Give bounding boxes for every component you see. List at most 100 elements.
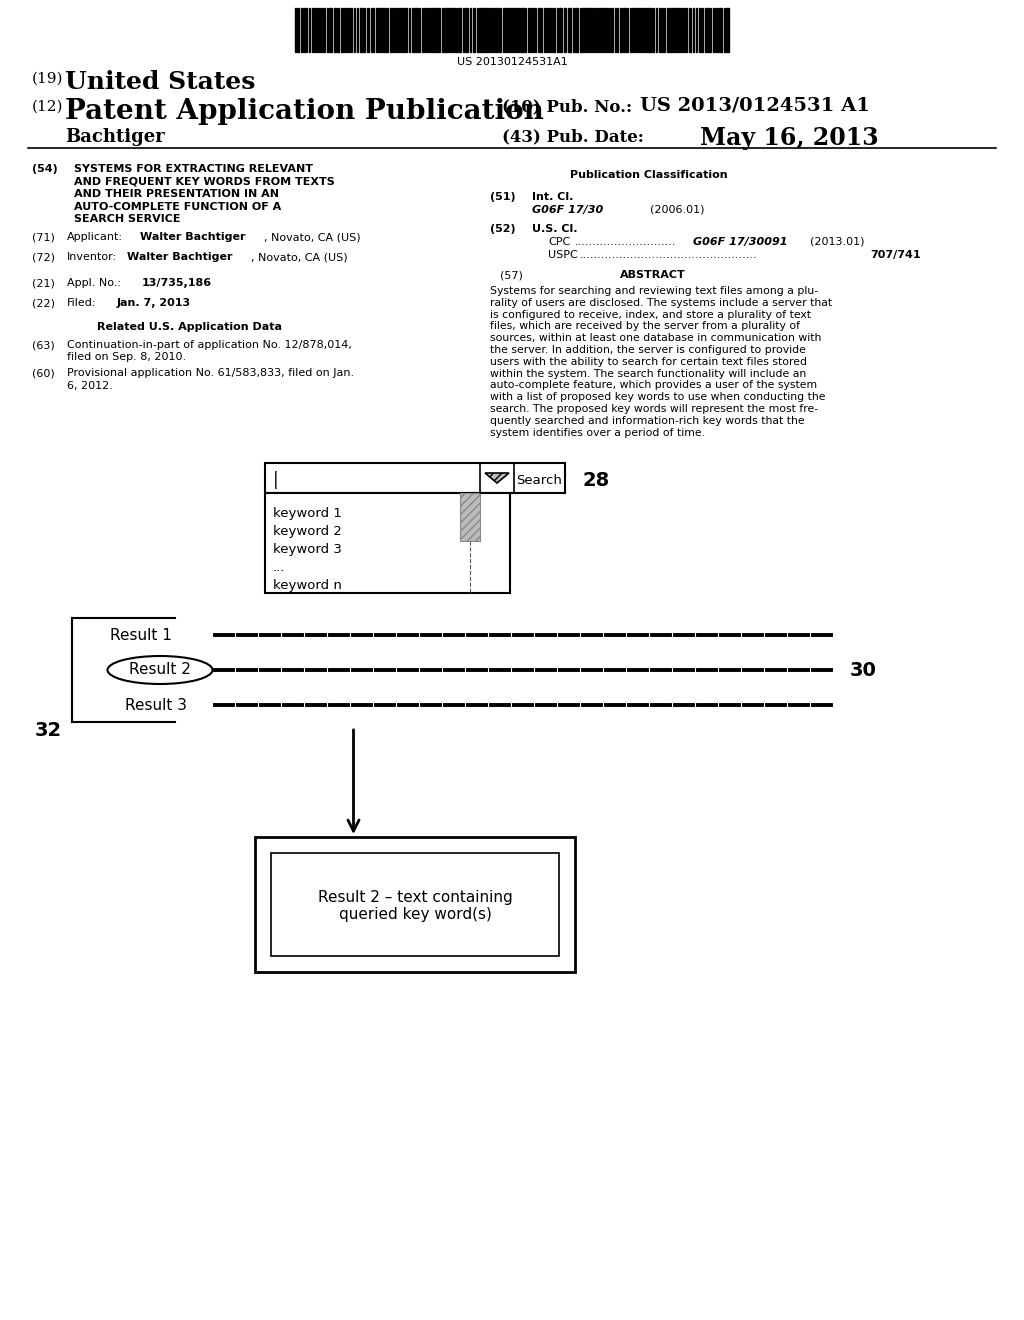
Bar [620, 8, 622, 51]
Text: (22): (22) [32, 298, 55, 308]
Text: (57): (57) [500, 271, 523, 280]
Bar [662, 8, 663, 51]
Text: ............................: ............................ [575, 238, 677, 247]
Text: sources, within at least one database in communication with: sources, within at least one database in… [490, 333, 821, 343]
Text: Walter Bachtiger: Walter Bachtiger [140, 232, 246, 242]
Bar [637, 8, 639, 51]
Bar [580, 8, 582, 51]
Text: Continuation-in-part of application No. 12/878,014,: Continuation-in-part of application No. … [67, 341, 352, 350]
Text: AUTO-COMPLETE FUNCTION OF A: AUTO-COMPLETE FUNCTION OF A [74, 202, 282, 211]
Text: United States: United States [65, 70, 255, 94]
Bar [465, 8, 468, 51]
Bar [568, 8, 571, 51]
Bar [415, 8, 418, 51]
Text: (2013.01): (2013.01) [810, 238, 864, 247]
Bar [492, 8, 494, 51]
Text: quently searched and information-rich key words that the: quently searched and information-rich ke… [490, 416, 805, 426]
Bar [424, 8, 426, 51]
Text: (2006.01): (2006.01) [650, 205, 705, 214]
Bar [588, 8, 591, 51]
Text: 13/735,186: 13/735,186 [142, 279, 212, 288]
Text: SYSTEMS FOR EXTRACTING RELEVANT: SYSTEMS FOR EXTRACTING RELEVANT [74, 164, 313, 174]
Bar [521, 8, 524, 51]
Text: May 16, 2013: May 16, 2013 [700, 125, 879, 150]
Bar [329, 8, 332, 51]
Bar [634, 8, 636, 51]
Text: auto-complete feature, which provides a user of the system: auto-complete feature, which provides a … [490, 380, 817, 391]
Bar [480, 8, 483, 51]
Bar [346, 8, 348, 51]
Bar [337, 8, 339, 51]
Text: Provisional application No. 61/583,833, filed on Jan.: Provisional application No. 61/583,833, … [67, 368, 354, 378]
Bar [395, 8, 397, 51]
Bar [564, 8, 566, 51]
Text: (52): (52) [490, 224, 516, 234]
Bar [667, 8, 669, 51]
Text: (19): (19) [32, 73, 63, 86]
Bar [316, 8, 318, 51]
Bar [458, 8, 461, 51]
Text: Search: Search [516, 474, 562, 487]
Text: CPC: CPC [548, 238, 570, 247]
Text: 32: 32 [35, 721, 62, 739]
Text: , Novato, CA (US): , Novato, CA (US) [251, 252, 347, 261]
Text: (72): (72) [32, 252, 55, 261]
Text: Related U.S. Application Data: Related U.S. Application Data [97, 322, 282, 333]
Text: 6, 2012.: 6, 2012. [67, 380, 113, 391]
Text: AND THEIR PRESENTATION IN AN: AND THEIR PRESENTATION IN AN [74, 189, 279, 199]
Bar [390, 8, 392, 51]
Bar [255, 837, 575, 972]
Bar [376, 8, 379, 51]
Text: keyword 1: keyword 1 [273, 507, 342, 520]
Bar [451, 8, 453, 51]
Bar [701, 8, 703, 51]
Text: .................................................: ........................................… [580, 249, 758, 260]
Bar [383, 8, 385, 51]
Text: (51): (51) [490, 191, 516, 202]
Bar [460, 492, 480, 541]
Text: within the system. The search functionality will include an: within the system. The search functional… [490, 368, 806, 379]
Bar [380, 8, 382, 51]
Bar [553, 8, 555, 51]
Bar [303, 8, 305, 51]
Text: |: | [273, 471, 279, 488]
Text: Inventor:: Inventor: [67, 252, 117, 261]
Text: US 20130124531A1: US 20130124531A1 [457, 57, 568, 67]
Bar [265, 492, 510, 593]
Text: (54): (54) [32, 164, 57, 174]
Text: 28: 28 [583, 471, 610, 491]
Bar [673, 8, 676, 51]
Text: files, which are received by the server from a plurality of: files, which are received by the server … [490, 321, 800, 331]
Bar [596, 8, 598, 51]
Text: G06F 17/30: G06F 17/30 [532, 205, 603, 214]
Text: , Novato, CA (US): , Novato, CA (US) [264, 232, 360, 242]
Text: U.S. Cl.: U.S. Cl. [532, 224, 578, 234]
Bar [518, 8, 520, 51]
Bar [559, 8, 562, 51]
Text: keyword n: keyword n [273, 579, 342, 591]
Bar [719, 8, 722, 51]
Bar [367, 8, 369, 51]
Bar [726, 8, 729, 51]
Text: (43) Pub. Date:: (43) Pub. Date: [502, 128, 644, 145]
Text: Result 3: Result 3 [125, 697, 187, 713]
Bar [438, 8, 440, 51]
Text: search. The proposed key words will represent the most fre-: search. The proposed key words will repr… [490, 404, 818, 414]
Text: (63): (63) [32, 341, 54, 350]
Bar [297, 8, 299, 51]
Text: (21): (21) [32, 279, 55, 288]
Text: (10) Pub. No.:: (10) Pub. No.: [502, 98, 632, 115]
Bar [575, 8, 578, 51]
Bar [606, 8, 608, 51]
Text: Walter Bachtiger: Walter Bachtiger [127, 252, 232, 261]
Text: 707/741: 707/741 [870, 249, 921, 260]
Text: Jan. 7, 2013: Jan. 7, 2013 [117, 298, 191, 308]
Bar [644, 8, 647, 51]
Bar [434, 8, 437, 51]
Text: G06F 17/30091: G06F 17/30091 [693, 238, 787, 247]
Bar [431, 8, 433, 51]
Bar [601, 8, 603, 51]
Text: rality of users are disclosed. The systems include a server that: rality of users are disclosed. The syste… [490, 298, 833, 308]
Bar [707, 8, 709, 51]
Text: the server. In addition, the server is configured to provide: the server. In addition, the server is c… [490, 345, 806, 355]
